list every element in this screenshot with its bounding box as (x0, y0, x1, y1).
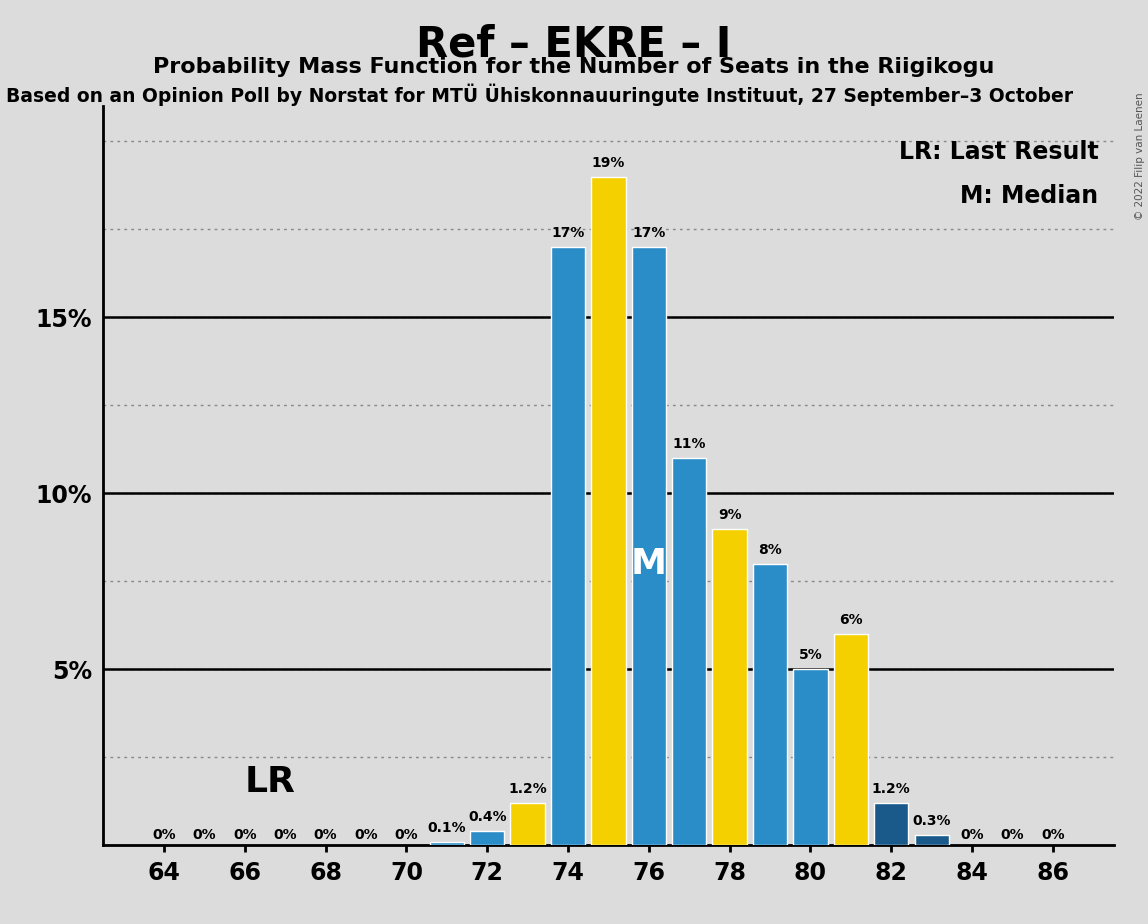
Text: Ref – EKRE – I: Ref – EKRE – I (417, 23, 731, 65)
Bar (511, 803, 545, 845)
Bar (833, 634, 868, 845)
Text: 1.2%: 1.2% (872, 783, 910, 796)
Bar (672, 458, 706, 845)
Bar (915, 835, 949, 845)
Text: 6%: 6% (839, 614, 862, 627)
Text: 0%: 0% (395, 828, 418, 842)
Bar (551, 247, 585, 845)
Text: LR: Last Result: LR: Last Result (899, 140, 1099, 164)
Text: 0%: 0% (313, 828, 338, 842)
Text: 0%: 0% (233, 828, 256, 842)
Text: 17%: 17% (551, 226, 584, 240)
Bar (591, 176, 626, 845)
Bar (793, 670, 828, 845)
Text: Probability Mass Function for the Number of Seats in the Riigikogu: Probability Mass Function for the Number… (154, 57, 994, 78)
Text: 0.4%: 0.4% (468, 810, 506, 824)
Text: 0%: 0% (1001, 828, 1024, 842)
Text: 0.3%: 0.3% (913, 814, 951, 828)
Text: M: Median: M: Median (960, 184, 1099, 208)
Text: 11%: 11% (673, 437, 706, 451)
Bar (753, 564, 788, 845)
Text: 0%: 0% (1041, 828, 1064, 842)
Text: 8%: 8% (758, 542, 782, 557)
Text: Based on an Opinion Poll by Norstat for MTÜ Ühiskonnauuringute Instituut, 27 Sep: Based on an Opinion Poll by Norstat for … (6, 83, 1073, 105)
Text: 0%: 0% (355, 828, 378, 842)
Text: 0.1%: 0.1% (427, 821, 466, 835)
Text: 9%: 9% (718, 507, 742, 522)
Text: 1.2%: 1.2% (509, 783, 546, 796)
Text: 0%: 0% (961, 828, 984, 842)
Bar (631, 247, 666, 845)
Bar (429, 842, 464, 845)
Bar (470, 832, 504, 845)
Text: 5%: 5% (799, 649, 822, 663)
Text: 19%: 19% (591, 155, 626, 170)
Text: 17%: 17% (633, 226, 666, 240)
Text: 0%: 0% (273, 828, 297, 842)
Text: M: M (631, 547, 667, 581)
Text: © 2022 Filip van Laenen: © 2022 Filip van Laenen (1134, 92, 1145, 220)
Text: LR: LR (245, 765, 296, 799)
Text: 0%: 0% (193, 828, 216, 842)
Bar (713, 529, 747, 845)
Text: 0%: 0% (153, 828, 176, 842)
Bar (874, 803, 908, 845)
